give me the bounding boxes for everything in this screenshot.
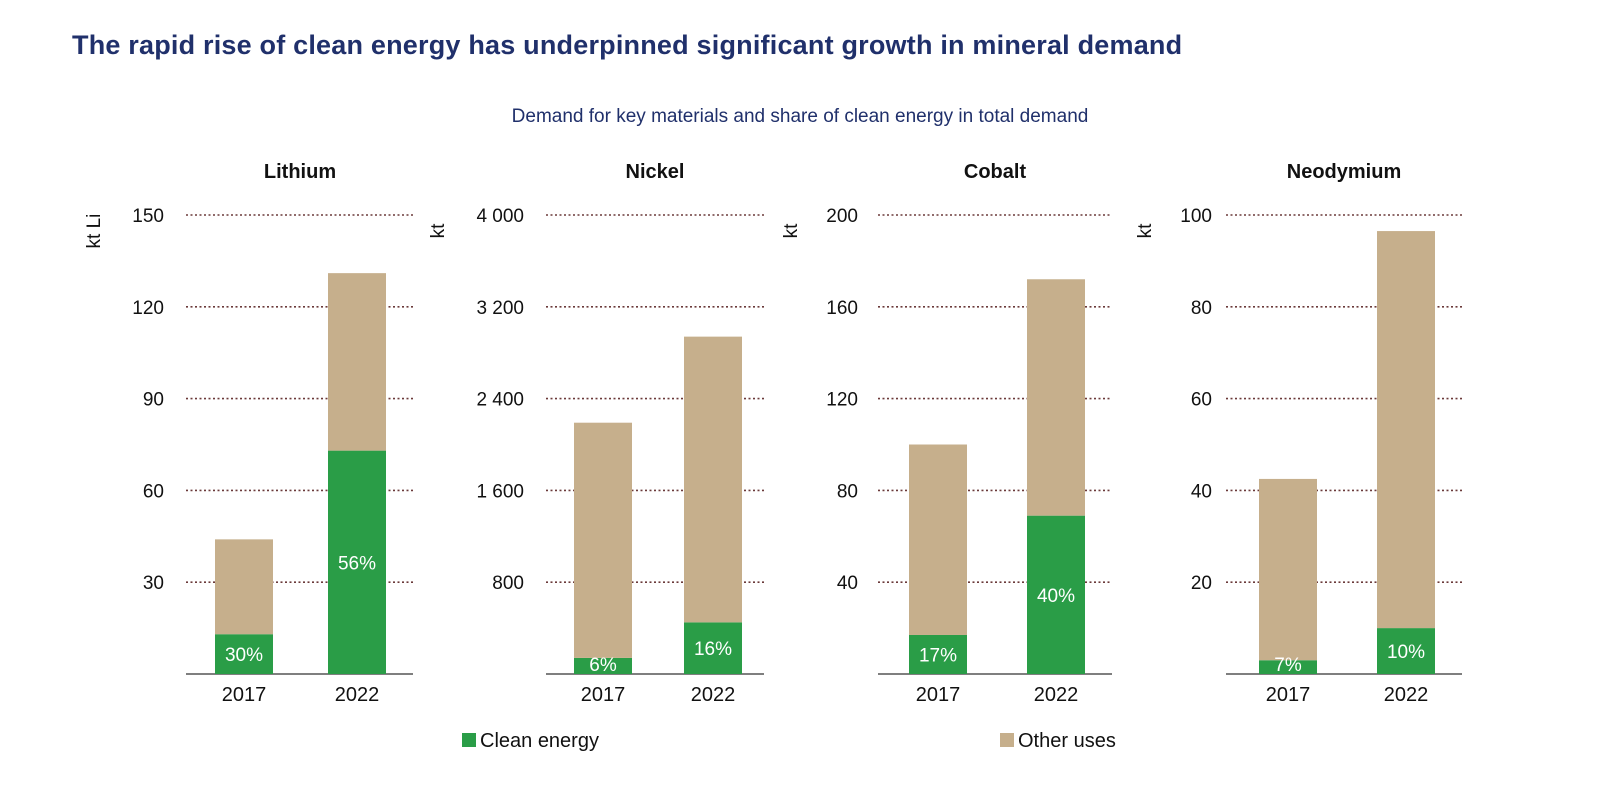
y-tick-label-nickel: 2 400 — [476, 390, 524, 411]
bar-neodymium-2022-clean-energy — [1377, 628, 1435, 674]
bar-lithium-2022-other-uses — [328, 273, 386, 451]
y-axis-unit-cobalt: kt — [781, 223, 802, 239]
y-tick-label-lithium: 30 — [143, 573, 164, 594]
y-tick-label-lithium: 60 — [143, 481, 164, 502]
y-tick-label-cobalt: 80 — [837, 481, 858, 502]
y-tick-label-cobalt: 120 — [826, 390, 858, 411]
y-tick-label-neodymium: 60 — [1191, 390, 1212, 411]
data-label-lithium-2022: 56% — [338, 553, 376, 574]
legend-swatch-other-uses — [1000, 733, 1014, 747]
data-label-neodymium-2017: 7% — [1274, 655, 1302, 676]
x-tick-label-cobalt-2022: 2022 — [1034, 684, 1079, 706]
y-tick-label-lithium: 90 — [143, 390, 164, 411]
data-label-cobalt-2022: 40% — [1037, 586, 1075, 607]
bar-neodymium-2022-other-uses — [1377, 231, 1435, 629]
x-tick-label-nickel-2017: 2017 — [581, 684, 626, 706]
y-tick-label-nickel: 3 200 — [476, 298, 524, 319]
data-label-nickel-2017: 6% — [589, 655, 617, 676]
panel-title-neodymium: Neodymium — [1287, 161, 1401, 183]
bar-nickel-2022-clean-energy — [684, 622, 742, 674]
y-axis-unit-neodymium: kt — [1135, 223, 1156, 239]
y-tick-label-cobalt: 40 — [837, 573, 858, 594]
bar-nickel-2022-other-uses — [684, 336, 742, 623]
data-label-nickel-2022: 16% — [694, 639, 732, 660]
x-tick-label-neodymium-2017: 2017 — [1266, 684, 1311, 706]
chart-subtitle: Demand for key materials and share of cl… — [511, 106, 1089, 127]
data-label-neodymium-2022: 10% — [1387, 642, 1425, 663]
x-tick-label-cobalt-2017: 2017 — [916, 684, 961, 706]
y-tick-label-lithium: 150 — [132, 206, 164, 227]
x-tick-label-nickel-2022: 2022 — [691, 684, 736, 706]
panel-title-cobalt: Cobalt — [964, 161, 1027, 183]
bar-nickel-2017-other-uses — [574, 422, 632, 658]
x-tick-label-lithium-2017: 2017 — [222, 684, 267, 706]
y-tick-label-nickel: 800 — [492, 573, 524, 594]
x-tick-label-lithium-2022: 2022 — [335, 684, 380, 706]
panel-title-lithium: Lithium — [264, 161, 336, 183]
bar-neodymium-2017-other-uses — [1259, 478, 1317, 661]
panel-title-nickel: Nickel — [626, 161, 685, 183]
y-tick-label-neodymium: 40 — [1191, 481, 1212, 502]
x-tick-label-neodymium-2022: 2022 — [1384, 684, 1429, 706]
bar-lithium-2017-other-uses — [215, 539, 273, 635]
bar-cobalt-2022-other-uses — [1027, 279, 1085, 516]
y-tick-label-neodymium: 20 — [1191, 573, 1212, 594]
y-axis-unit-lithium: kt Li — [84, 214, 105, 249]
y-tick-label-cobalt: 160 — [826, 298, 858, 319]
y-tick-label-neodymium: 80 — [1191, 298, 1212, 319]
page-title: The rapid rise of clean energy has under… — [72, 30, 1183, 60]
y-tick-label-lithium: 120 — [132, 298, 164, 319]
legend-swatch-clean-energy — [462, 733, 476, 747]
bar-cobalt-2022-clean-energy — [1027, 515, 1085, 674]
data-label-lithium-2017: 30% — [225, 645, 263, 666]
y-tick-label-nickel: 4 000 — [476, 206, 524, 227]
bar-lithium-2022-clean-energy — [328, 450, 386, 674]
y-tick-label-nickel: 1 600 — [476, 481, 524, 502]
y-tick-label-cobalt: 200 — [826, 206, 858, 227]
bar-lithium-2017-clean-energy — [215, 634, 273, 674]
y-tick-label-neodymium: 100 — [1180, 206, 1212, 227]
bar-neodymium-2017-clean-energy — [1259, 660, 1317, 674]
bar-cobalt-2017-other-uses — [909, 444, 967, 635]
bar-cobalt-2017-clean-energy — [909, 634, 967, 674]
legend-label-other-uses: Other uses — [1018, 730, 1116, 752]
legend-label-clean-energy: Clean energy — [480, 730, 599, 752]
bar-nickel-2017-clean-energy — [574, 657, 632, 674]
y-axis-unit-nickel: kt — [428, 223, 449, 239]
data-label-cobalt-2017: 17% — [919, 645, 957, 666]
